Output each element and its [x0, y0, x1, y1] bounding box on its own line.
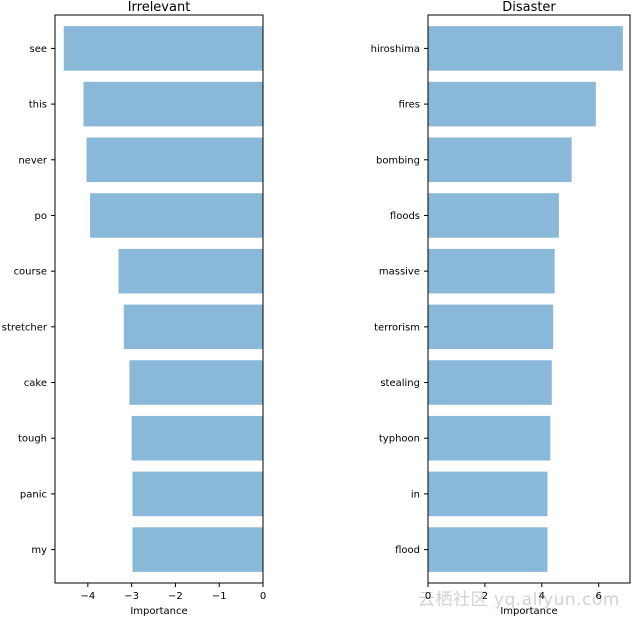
y-tick-label: massive	[379, 267, 420, 278]
y-tick-label: flood	[395, 545, 420, 556]
x-tick-label: 0	[425, 591, 431, 602]
y-tick-label: see	[29, 44, 47, 55]
y-tick-label: stretcher	[2, 322, 48, 333]
y-tick-label: panic	[20, 489, 47, 500]
bar-this	[83, 81, 263, 127]
x-tick-label: −4	[80, 591, 95, 602]
axes-frame	[54, 14, 264, 584]
bar-see	[63, 26, 263, 71]
chart-title: Irrelevant	[128, 0, 191, 15]
x-tick-label: 4	[539, 591, 545, 602]
bar-flood	[428, 527, 548, 572]
bar-tough	[131, 415, 263, 461]
y-tick-label: never	[18, 155, 48, 166]
bar-stretcher	[123, 304, 263, 350]
bar-massive	[428, 248, 555, 294]
y-tick-label: floods	[390, 211, 420, 222]
y-tick-label: course	[14, 267, 47, 278]
x-tick-label: −3	[124, 591, 139, 602]
chart-title: Disaster	[502, 0, 556, 15]
y-tick-label: stealing	[380, 378, 420, 389]
bar-stealing	[428, 360, 552, 405]
bar-typhoon	[428, 415, 551, 461]
x-axis-label: Importance	[500, 606, 557, 617]
bar-bombing	[428, 137, 572, 183]
y-tick-label: my	[31, 545, 47, 556]
x-tick-label: 6	[596, 591, 602, 602]
bar-po	[90, 193, 263, 238]
y-tick-label: po	[35, 211, 47, 222]
y-tick-label: fires	[398, 100, 420, 111]
bar-floods	[428, 193, 559, 238]
bar-panic	[132, 471, 263, 517]
y-tick-label: cake	[24, 378, 47, 389]
panel-irrelevant: see this never po course stretcher cake tough pa…	[2, 0, 266, 617]
y-tick-label: in	[411, 489, 420, 500]
x-tick-label: 2	[482, 591, 488, 602]
y-tick-label: tough	[18, 434, 47, 445]
x-tick-label: 0	[260, 591, 266, 602]
panel-disaster: hiroshima fires bombing floods massive terror…	[371, 0, 631, 617]
y-tick-label: bombing	[376, 155, 420, 166]
y-tick-label: typhoon	[379, 434, 420, 445]
x-tick-label: −2	[168, 591, 183, 602]
y-tick-label: hiroshima	[371, 44, 420, 55]
watermark-text: 云栖社区 yq.aliyun.com	[418, 590, 620, 610]
bar-in	[428, 471, 548, 517]
y-tick-label: terrorism	[374, 322, 420, 333]
axes-frame	[427, 14, 631, 584]
bar-hiroshima	[428, 26, 623, 71]
bar-cake	[129, 360, 263, 405]
bar-terrorism	[428, 304, 554, 350]
y-tick-label: this	[29, 100, 47, 111]
x-axis-label: Importance	[130, 606, 187, 617]
x-tick-label: −1	[212, 591, 227, 602]
bar-fires	[428, 81, 596, 127]
bar-never	[86, 137, 264, 183]
bar-my	[132, 527, 263, 572]
bar-course	[118, 248, 263, 294]
